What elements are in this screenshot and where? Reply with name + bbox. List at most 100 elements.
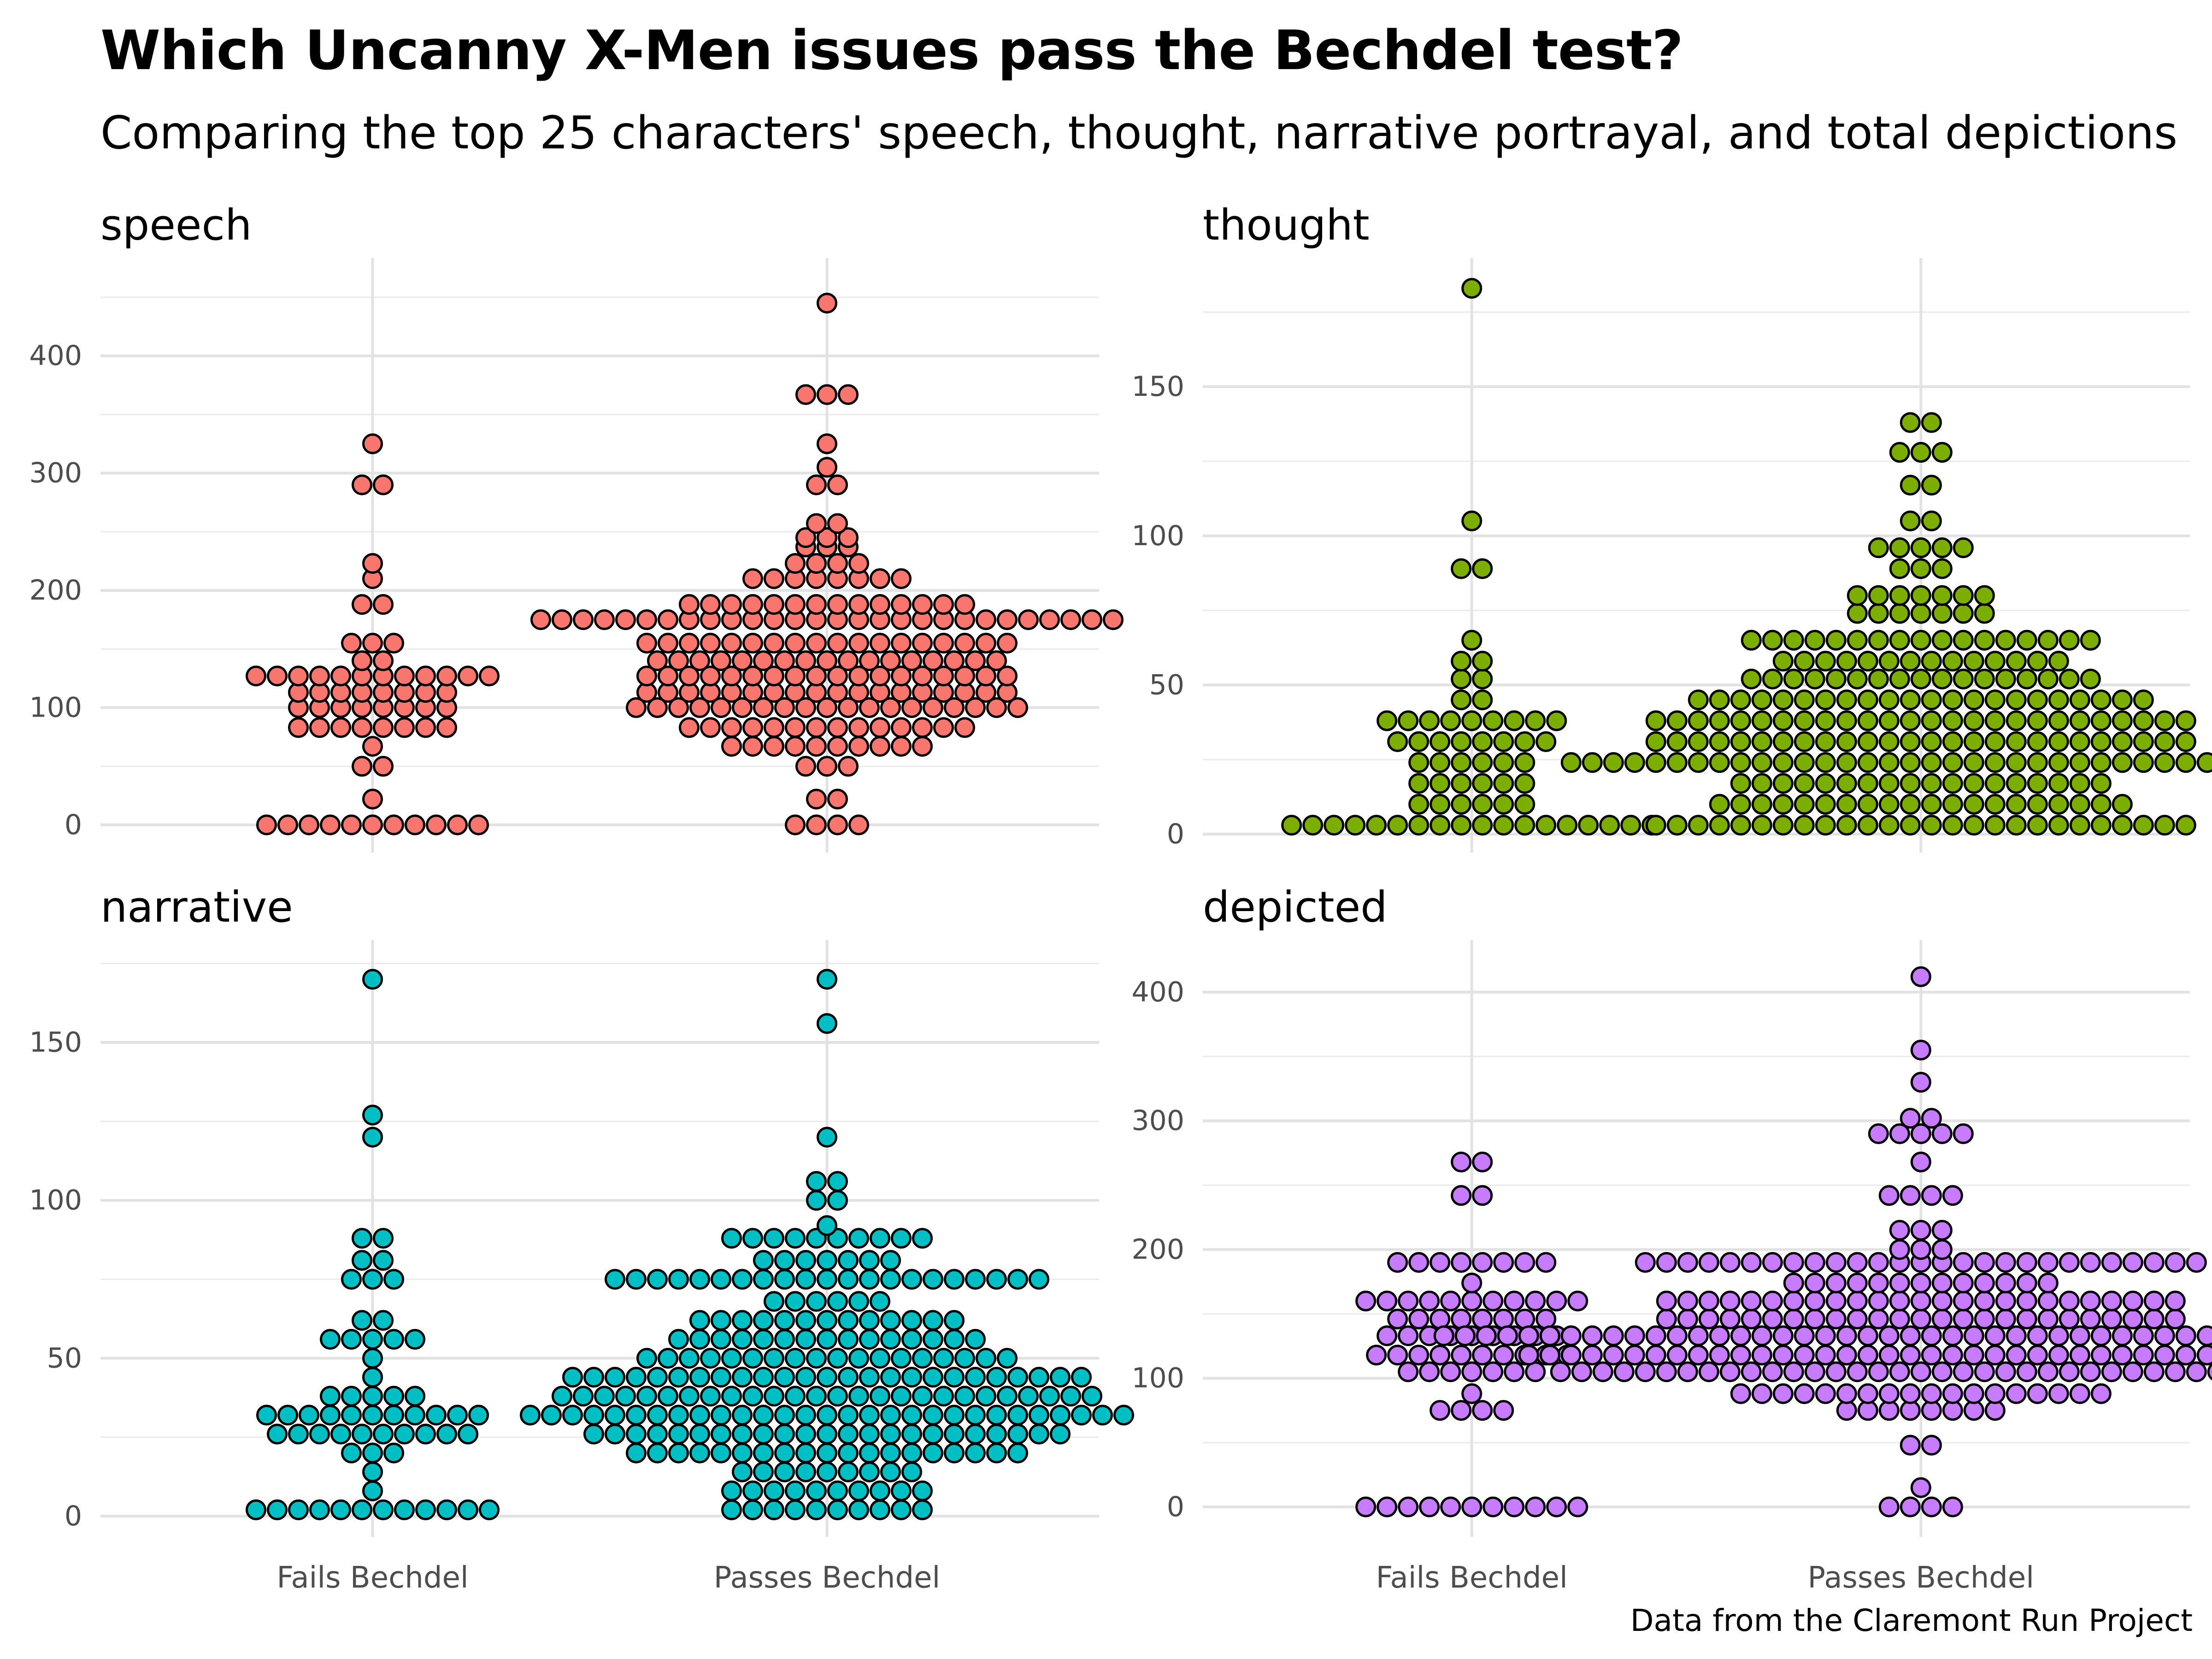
- data-point: [2196, 1325, 2212, 1347]
- data-point: [1963, 710, 1984, 731]
- y-tick-label: 100: [29, 1184, 82, 1217]
- data-point: [657, 1347, 678, 1369]
- data-point: [827, 1386, 848, 1407]
- data-point: [2101, 1361, 2122, 1382]
- data-point: [1889, 1123, 1910, 1144]
- data-point: [996, 665, 1018, 687]
- data-point: [2027, 651, 2048, 672]
- data-point: [1921, 651, 1942, 672]
- data-point: [1451, 1400, 1472, 1421]
- data-point: [774, 1250, 795, 1271]
- data-point: [1995, 629, 2016, 651]
- data-point: [2048, 731, 2069, 752]
- data-point: [436, 1499, 458, 1520]
- data-point: [1889, 1290, 1910, 1312]
- data-point: [479, 1499, 500, 1520]
- data-point: [1984, 731, 2006, 752]
- data-point: [1921, 1435, 1942, 1456]
- data-point: [890, 1499, 912, 1520]
- x-tick-label: Fails Bechdel: [276, 1561, 468, 1595]
- data-point: [1931, 1308, 1953, 1330]
- data-point: [1984, 689, 2006, 711]
- data-point: [1794, 815, 1815, 836]
- data-point: [912, 1347, 933, 1369]
- data-point: [1900, 794, 1921, 815]
- data-point: [2207, 1363, 2212, 1381]
- data-point: [1039, 609, 1060, 630]
- data-point: [806, 513, 827, 534]
- data-point: [1592, 1361, 1613, 1382]
- data-point: [625, 1442, 647, 1464]
- data-point: [1804, 1361, 1825, 1382]
- data-point: [1535, 815, 1557, 836]
- data-point: [636, 633, 657, 654]
- data-point: [689, 1329, 710, 1350]
- data-point: [1751, 773, 1772, 794]
- data-point: [742, 1499, 763, 1520]
- y-tick-label: 0: [1167, 818, 1184, 850]
- data-point: [405, 1405, 426, 1426]
- data-point: [943, 1442, 965, 1464]
- data-point: [731, 1405, 753, 1426]
- data-point: [1974, 1290, 1995, 1312]
- data-point: [1847, 629, 1868, 651]
- data-point: [2101, 1252, 2122, 1273]
- data-point: [352, 756, 373, 777]
- data-point: [784, 665, 806, 687]
- data-point: [1071, 1405, 1092, 1426]
- data-point: [1783, 629, 1804, 651]
- data-point: [2059, 629, 2080, 651]
- data-point: [636, 1347, 657, 1369]
- data-point: [689, 1424, 710, 1445]
- data-point: [1741, 1308, 1762, 1330]
- data-point: [1953, 1123, 1974, 1144]
- data-point: [689, 1310, 710, 1331]
- data-point: [1815, 1344, 1836, 1365]
- data-point: [657, 665, 678, 687]
- data-point: [1719, 1361, 1741, 1382]
- data-point: [1889, 603, 1910, 624]
- data-point: [2090, 731, 2112, 752]
- data-point: [2016, 1272, 2037, 1294]
- data-point: [1751, 1383, 1772, 1404]
- data-point: [901, 1329, 922, 1350]
- data-point: [954, 633, 975, 654]
- data-point: [1794, 689, 1815, 711]
- data-point: [1709, 710, 1730, 731]
- data-point: [1387, 731, 1408, 752]
- data-point: [1398, 1290, 1419, 1312]
- data-point: [1451, 668, 1472, 689]
- chart-title: Which Uncanny X-Men issues pass the Bech…: [100, 18, 1683, 82]
- data-point: [678, 594, 700, 615]
- data-point: [742, 736, 763, 757]
- data-point: [996, 1347, 1018, 1369]
- data-point: [1599, 815, 1620, 836]
- data-point: [1603, 752, 1624, 773]
- data-point: [869, 633, 890, 654]
- data-point: [341, 1442, 362, 1464]
- data-point: [1772, 1383, 1794, 1404]
- data-point: [731, 697, 753, 718]
- data-point: [1451, 1308, 1472, 1330]
- data-point: [1677, 1308, 1698, 1330]
- data-point: [1868, 1361, 1889, 1382]
- data-point: [1984, 794, 2006, 815]
- data-point: [2027, 710, 2048, 731]
- data-point: [848, 717, 869, 738]
- data-point: [1942, 1185, 1963, 1206]
- data-point: [1345, 815, 1366, 836]
- data-point: [1836, 710, 1857, 731]
- data-point: [1953, 668, 1974, 689]
- data-point: [1635, 1361, 1656, 1382]
- data-point: [848, 633, 869, 654]
- data-point: [1836, 689, 1857, 711]
- data-point: [1518, 1344, 1539, 1365]
- data-point: [1039, 1386, 1060, 1407]
- data-point: [753, 1329, 774, 1350]
- data-point: [1772, 689, 1794, 711]
- data-point: [1963, 794, 1984, 815]
- data-point: [2069, 815, 2090, 836]
- data-point: [1493, 1252, 1514, 1273]
- data-point: [1387, 1252, 1408, 1273]
- data-point: [1984, 1325, 2006, 1347]
